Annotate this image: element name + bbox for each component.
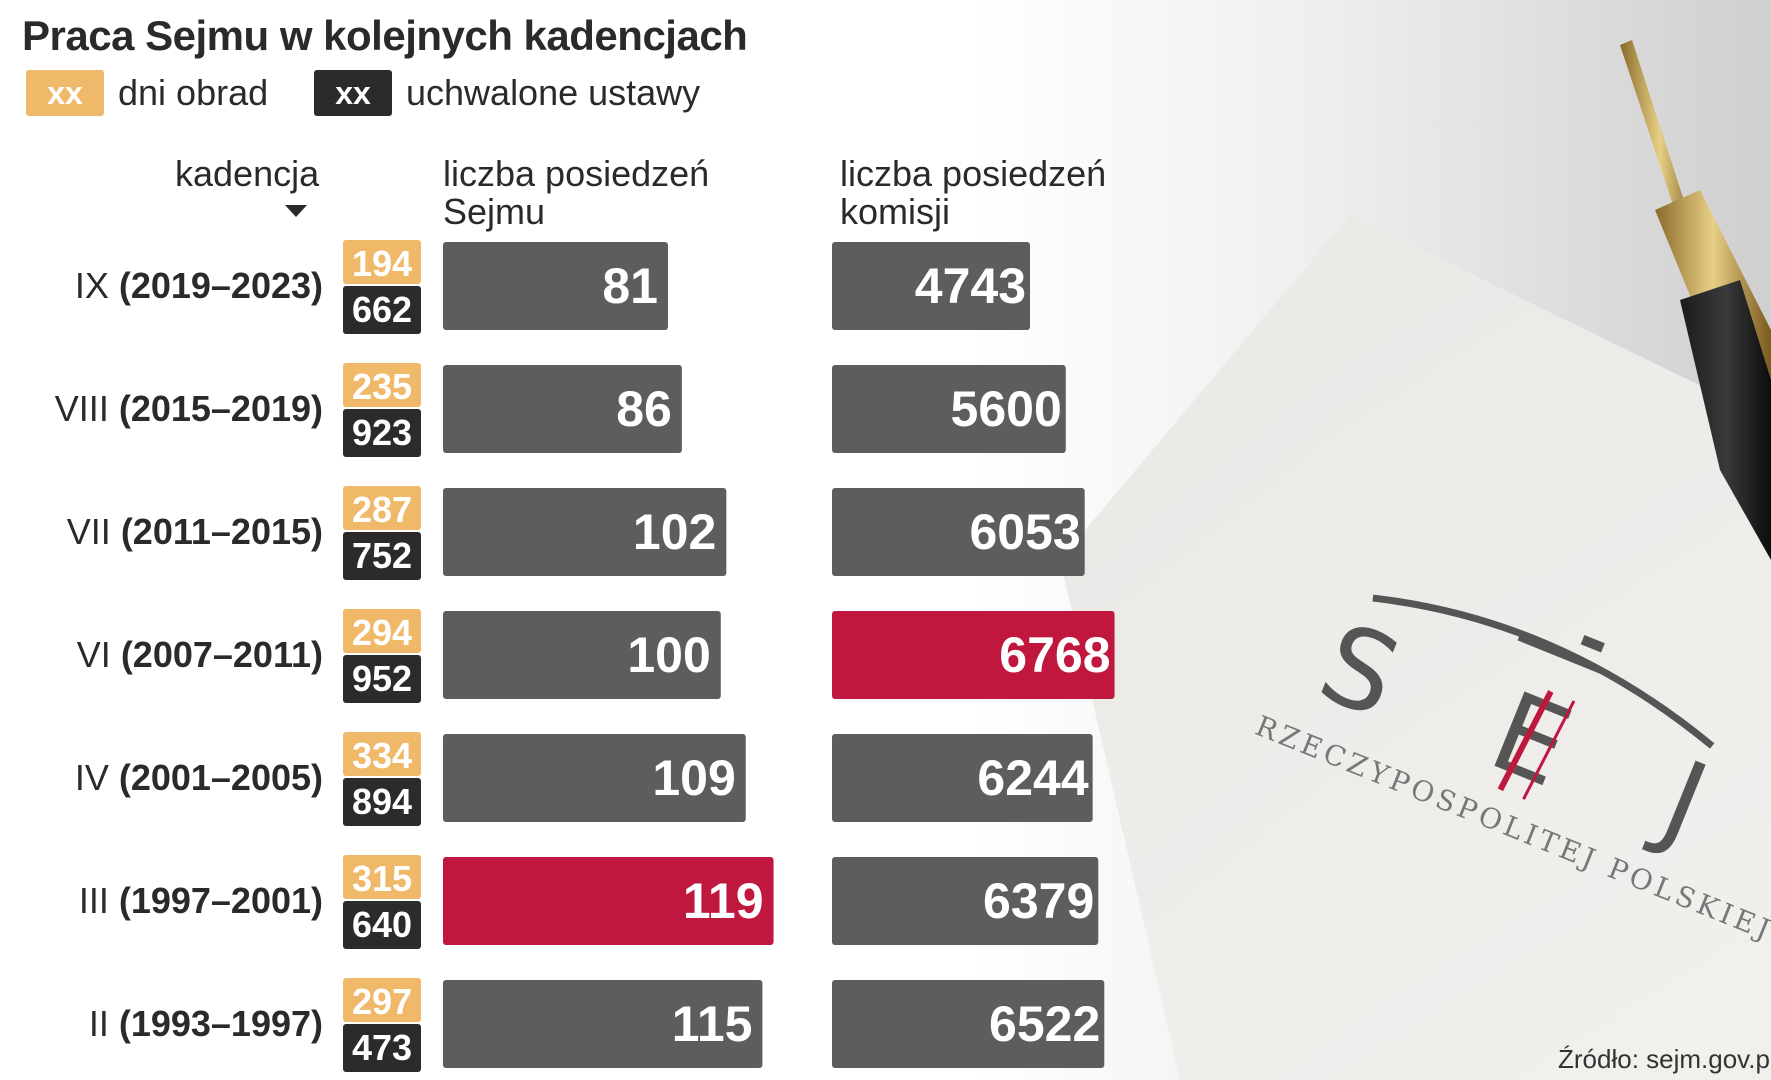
term-roman: IV [75,757,119,798]
days-badge [343,609,421,653]
days-badge [343,732,421,776]
term-years: (2019–2023) [119,265,323,306]
committee-sessions-value: 5600 [951,381,1062,437]
term-label: IX (2019–2023) [75,265,323,306]
term-label: VII (2011–2015) [67,511,323,552]
days-badge [343,855,421,899]
days-value: 235 [352,366,412,407]
header-sejm-line1: liczba posiedzeń [443,153,710,194]
sejm-sessions-value: 115 [672,996,753,1052]
sejm-sessions-bar [443,365,682,453]
laws-value: 662 [352,289,412,330]
laws-badge [343,1024,421,1072]
term-years: (2015–2019) [119,388,323,429]
days-value: 297 [352,981,412,1022]
committee-sessions-bar [832,734,1093,822]
header-committee-line1: liczba posiedzeń [840,153,1107,194]
laws-value: 752 [352,535,412,576]
sejm-sessions-value: 119 [683,873,764,929]
committee-sessions-bar [832,365,1066,453]
sejm-sessions-value: 102 [633,504,716,560]
committee-sessions-bar [832,242,1030,330]
days-badge [343,363,421,407]
committee-sessions-value: 4743 [915,258,1026,314]
laws-badge [343,901,421,949]
term-roman: III [79,880,119,921]
term-label: VI (2007–2011) [77,634,323,675]
laws-badge [343,286,421,334]
committee-sessions-bar [832,611,1115,699]
days-badge [343,978,421,1022]
days-value: 294 [352,612,412,653]
term-roman: IX [75,265,119,306]
term-years: (2007–2011) [121,634,323,675]
legend-days: xx dni obrad [26,70,268,116]
legend-laws-swatch: xx [314,70,392,116]
sort-arrow-icon [285,205,307,217]
days-badge [343,240,421,284]
term-label: II (1993–1997) [89,1003,323,1044]
legend-days-label: dni obrad [118,72,269,113]
term-years: (1993–1997) [119,1003,323,1044]
legend-laws-label: uchwalone ustawy [406,72,701,113]
sejm-sessions-bar [443,980,763,1068]
sejm-sessions-bar [443,611,721,699]
term-label: VIII (2015–2019) [55,388,323,429]
days-value: 315 [352,858,412,899]
laws-value: 923 [352,412,412,453]
committee-sessions-value: 6768 [999,627,1110,683]
days-badge [343,486,421,530]
laws-value: 473 [352,1027,412,1068]
sejm-sessions-value: 100 [627,627,710,683]
term-years: (2011–2015) [121,511,323,552]
term-years: (1997–2001) [119,880,323,921]
sejm-sessions-bar [443,242,668,330]
sejm-sessions-value: 86 [616,381,672,437]
source-note: Źródło: sejm.gov.pl [1558,1044,1771,1074]
laws-value: 894 [352,781,412,822]
committee-sessions-value: 6379 [983,873,1094,929]
laws-value: 952 [352,658,412,699]
sejm-sessions-bar [443,488,727,576]
header-term: kadencja [175,153,320,194]
term-label: III (1997–2001) [79,880,323,921]
laws-badge [343,532,421,580]
header-sejm-sessions: liczba posiedzeń Sejmu [443,155,709,231]
laws-badge [343,655,421,703]
days-value: 287 [352,489,412,530]
laws-badge [343,778,421,826]
sejm-sessions-value: 81 [602,258,658,314]
chart-title: Praca Sejmu w kolejnych kadencjach [22,12,748,59]
sejm-sessions-value: 109 [652,750,735,806]
legend-laws: xx uchwalone ustawy [314,70,700,116]
committee-sessions-value: 6522 [989,996,1100,1052]
laws-value: 640 [352,904,412,945]
days-value: 194 [352,243,412,284]
committee-sessions-value: 6053 [969,504,1080,560]
days-value: 334 [352,735,412,776]
header-committee-sessions: liczba posiedzeń komisji [840,155,1106,231]
term-roman: VIII [55,388,119,429]
committee-sessions-bar [832,980,1105,1068]
term-roman: VI [77,634,121,675]
committee-sessions-value: 6244 [977,750,1088,806]
committee-sessions-bar [832,488,1085,576]
sejm-sessions-bar [443,734,746,822]
term-label: IV (2001–2005) [75,757,323,798]
header-sejm-line2: Sejmu [443,191,546,232]
legend-days-swatch: xx [26,70,104,116]
sejm-sessions-bar [443,857,774,945]
term-roman: VII [67,511,121,552]
committee-sessions-bar [832,857,1099,945]
term-years: (2001–2005) [119,757,323,798]
term-roman: II [89,1003,119,1044]
header-committee-line2: komisji [840,191,951,232]
laws-badge [343,409,421,457]
